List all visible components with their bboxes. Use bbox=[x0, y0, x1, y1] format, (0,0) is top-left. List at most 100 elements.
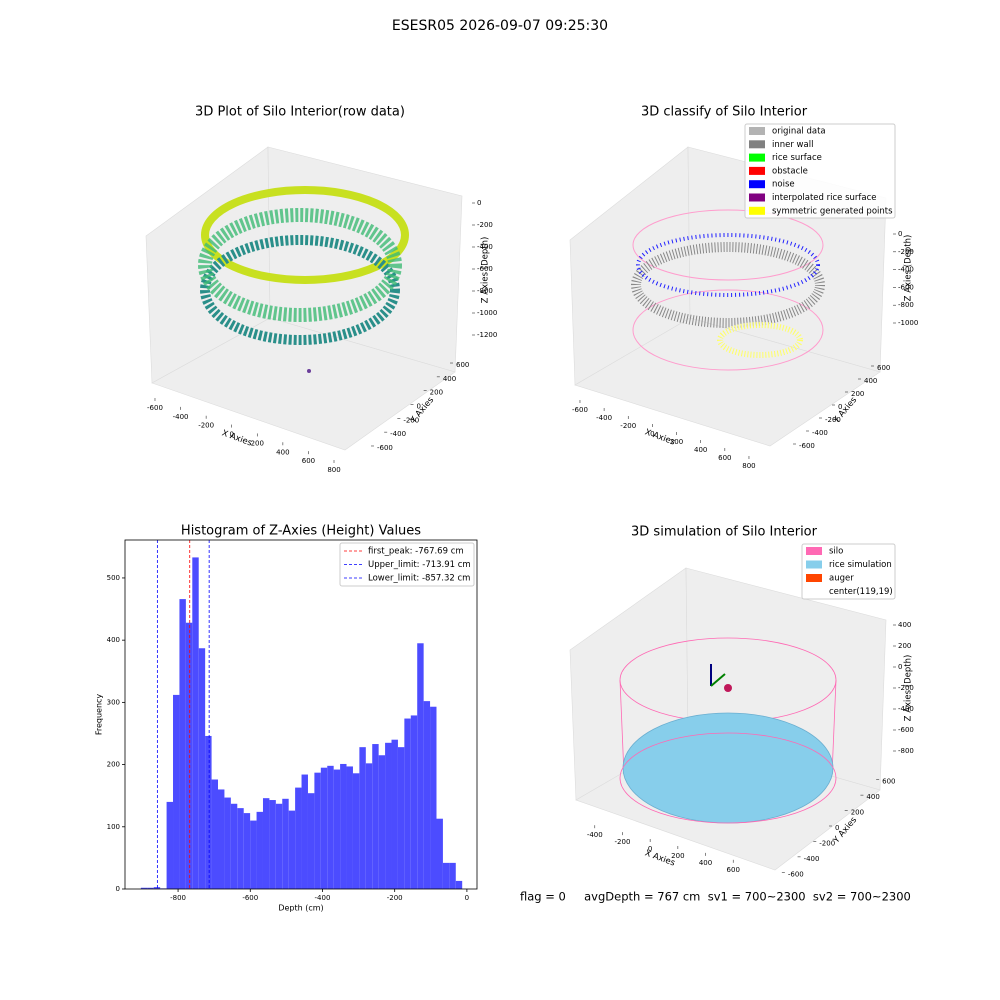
y-axis-label: Frequency bbox=[95, 694, 104, 736]
bar bbox=[230, 803, 238, 889]
bar bbox=[449, 862, 456, 889]
y-tick-label: -600 bbox=[799, 442, 815, 450]
x-axis-label: X Axies bbox=[643, 427, 676, 447]
bar bbox=[436, 818, 443, 889]
legend-label: original data bbox=[772, 127, 826, 137]
bar bbox=[205, 735, 212, 889]
z-axis-label: Z Axies (Depth) bbox=[904, 655, 914, 722]
bar bbox=[262, 798, 270, 889]
subplot-title: 3D Plot of Silo Interior(row data) bbox=[195, 105, 405, 120]
x-tick-label: -200 bbox=[387, 894, 403, 902]
legend-box bbox=[744, 123, 896, 219]
x-tick-label: 600 bbox=[302, 457, 315, 465]
bar bbox=[340, 763, 347, 889]
y-tick-label: 0 bbox=[838, 403, 842, 411]
x-tick-label: -600 bbox=[147, 404, 163, 412]
x-tick-label: -400 bbox=[315, 894, 331, 902]
y-tick-label: 600 bbox=[877, 364, 890, 372]
legend-label: interpolated rice surface bbox=[772, 193, 877, 203]
z-tick-label: 0 bbox=[477, 199, 481, 207]
y-tick-label: 400 bbox=[864, 377, 877, 385]
x-tick-label: 600 bbox=[727, 866, 740, 874]
z-tick-label: -600 bbox=[898, 283, 914, 291]
legend-swatch bbox=[749, 193, 765, 202]
z-tick-label: -600 bbox=[898, 726, 914, 734]
y-tick-label: 400 bbox=[107, 636, 120, 644]
y-tick-label: 400 bbox=[443, 375, 456, 383]
bar bbox=[185, 622, 193, 889]
z-tick-label: -1200 bbox=[477, 331, 497, 339]
x-tick-label: -200 bbox=[198, 422, 214, 430]
legend-label: rice simulation bbox=[829, 560, 892, 570]
bar bbox=[198, 648, 206, 889]
legend-label: center(119,19) bbox=[829, 587, 893, 597]
z-tick-label: -200 bbox=[898, 248, 914, 256]
bar bbox=[333, 769, 341, 889]
legend-label: symmetric generated points bbox=[772, 206, 893, 216]
bar bbox=[378, 755, 386, 889]
x-axis-label: Depth (cm) bbox=[278, 904, 323, 913]
x-tick-label: 200 bbox=[251, 439, 264, 447]
legend-swatch bbox=[749, 140, 765, 149]
z-tick-label: -800 bbox=[898, 747, 914, 755]
legend-swatch bbox=[806, 574, 822, 582]
x-tick-label: -800 bbox=[170, 894, 186, 902]
x-tick-label: -400 bbox=[173, 413, 189, 421]
y-tick-label: 0 bbox=[417, 403, 421, 411]
figure-title: ESESR05 2026-09-07 09:25:30 bbox=[392, 18, 608, 34]
legend-swatch bbox=[749, 180, 765, 189]
bar bbox=[173, 694, 180, 889]
bar bbox=[391, 739, 398, 889]
z-tick-label: 400 bbox=[898, 621, 911, 629]
bar bbox=[243, 813, 251, 889]
status-text: flag = 0 avgDepth = 767 cm sv1 = 700~230… bbox=[520, 890, 911, 904]
z-tick-label: -600 bbox=[477, 265, 493, 273]
z-axis-label: Z Axies (Depth) bbox=[904, 235, 914, 302]
bar bbox=[269, 800, 276, 889]
x-tick-label: 200 bbox=[670, 438, 683, 446]
bar bbox=[179, 599, 186, 889]
z-tick-label: -800 bbox=[477, 287, 493, 295]
x-tick-label: 400 bbox=[699, 859, 712, 867]
bar bbox=[346, 766, 353, 889]
bar bbox=[314, 772, 321, 889]
y-tick-label: 400 bbox=[866, 793, 879, 801]
y-tick-label: 0 bbox=[835, 824, 839, 832]
bar bbox=[256, 811, 263, 889]
y-tick-label: -400 bbox=[812, 429, 828, 437]
bar bbox=[423, 701, 431, 889]
plot-frame bbox=[124, 539, 478, 890]
z-axis-label: Z Axies (Depth) bbox=[481, 237, 491, 304]
bar bbox=[365, 763, 373, 889]
x-tick-label: -200 bbox=[615, 838, 631, 846]
panes-1 bbox=[145, 146, 463, 451]
y-tick-label: 500 bbox=[107, 574, 120, 582]
bar bbox=[307, 793, 315, 889]
bar bbox=[352, 773, 360, 889]
y-tick-label: 200 bbox=[851, 390, 864, 398]
z-tick-label: -800 bbox=[898, 301, 914, 309]
bar bbox=[417, 643, 424, 889]
bar bbox=[359, 747, 366, 889]
y-tick-label: 600 bbox=[882, 778, 895, 786]
bar bbox=[166, 801, 174, 889]
z-tick-label: -200 bbox=[477, 221, 493, 229]
bar bbox=[147, 887, 154, 889]
legend-swatch bbox=[749, 127, 765, 135]
legend-box bbox=[801, 543, 896, 600]
y-tick-label: 100 bbox=[107, 823, 120, 831]
legend-swatch bbox=[749, 206, 765, 215]
x-tick-label: 0 bbox=[465, 894, 469, 902]
z-tick-label: -400 bbox=[898, 266, 914, 274]
legend-label: auger bbox=[829, 574, 854, 584]
x-tick-label: 400 bbox=[694, 446, 707, 454]
bar bbox=[410, 715, 418, 889]
y-tick-label: 200 bbox=[430, 389, 443, 397]
z-tick-label: -200 bbox=[898, 684, 914, 692]
y-tick-label: -400 bbox=[390, 430, 406, 438]
bar bbox=[430, 706, 437, 889]
y-tick-label: 0 bbox=[116, 885, 120, 893]
bar bbox=[250, 820, 257, 889]
z-tick-label: -1000 bbox=[477, 309, 497, 317]
